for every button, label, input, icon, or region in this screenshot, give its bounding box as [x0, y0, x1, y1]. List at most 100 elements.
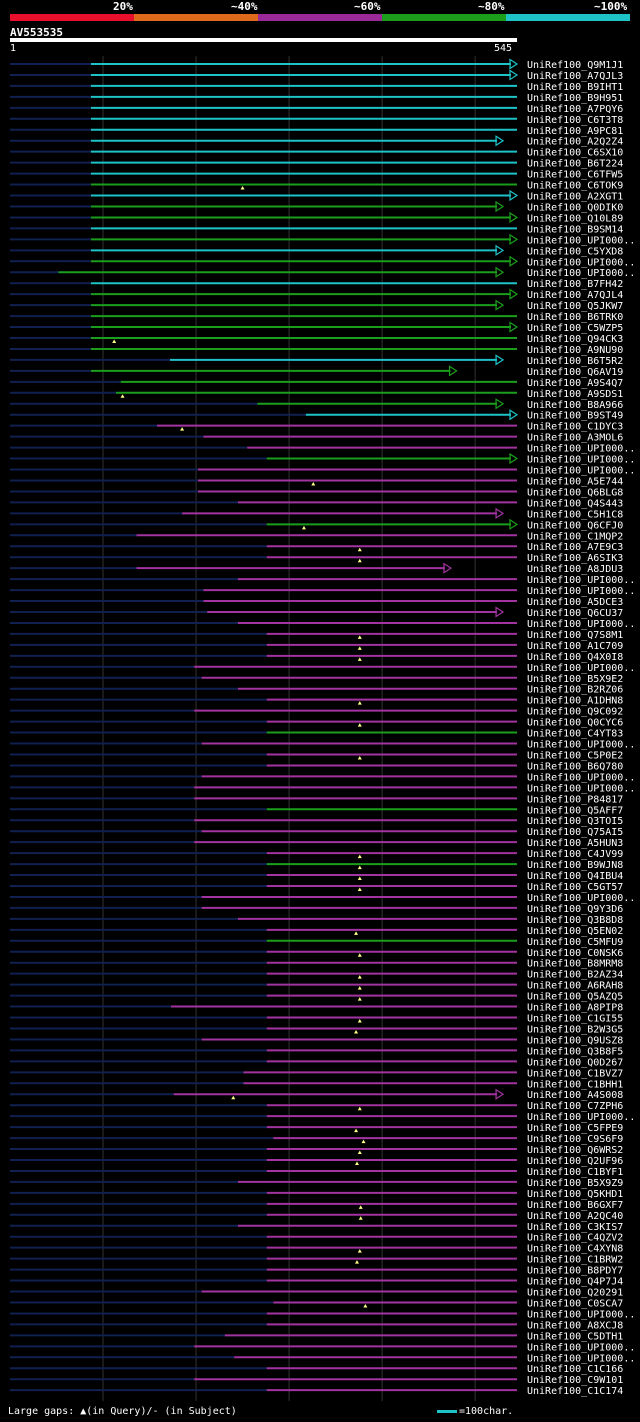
query-gap-marker — [240, 186, 245, 190]
hit-label: UniRef100_B9WJN8 — [527, 860, 623, 871]
legend-label-5: ~100% — [594, 0, 628, 13]
hit-label: UniRef100_Q3TOI5 — [527, 816, 623, 827]
hit-label: UniRef100_A2QC40 — [527, 1211, 623, 1222]
hit-arrow — [495, 266, 505, 278]
query-gap-marker — [357, 558, 362, 563]
query-gap-marker — [357, 975, 362, 979]
legend-seg-3 — [258, 14, 382, 21]
hit-label: UniRef100_UPI000.. — [527, 619, 635, 630]
hit-label: UniRef100_UPI000.. — [527, 444, 635, 455]
hit-label: UniRef100_C4XYN8 — [527, 1244, 623, 1255]
legend-label-2: ~40% — [231, 0, 258, 13]
hit-label: UniRef100_C4JV99 — [527, 849, 623, 860]
query-gap-marker — [357, 701, 362, 705]
hit-label: UniRef100_B9IHT1 — [527, 82, 623, 93]
hit-label: UniRef100_Q3B8F5 — [527, 1046, 623, 1057]
hit-label: UniRef100_C3KIS7 — [527, 1222, 623, 1233]
gaps-legend: Large gaps: ▲(in Query)/- (in Subject) — [8, 1406, 237, 1417]
hit-label: UniRef100_Q10L89 — [527, 213, 623, 224]
query-gap-marker — [357, 635, 362, 639]
hit-label: UniRef100_B6GXF7 — [527, 1200, 623, 1211]
query-gap-marker — [363, 1303, 368, 1308]
hit-label: UniRef100_Q4P7J4 — [527, 1277, 623, 1288]
scale-bar — [437, 1409, 457, 1413]
hit-label: UniRef100_B6Q780 — [527, 761, 623, 772]
hit-label: UniRef100_C0SCA7 — [527, 1298, 623, 1309]
hit-label: UniRef100_Q5KHD1 — [527, 1189, 623, 1200]
hit-label: UniRef100_C5DTH1 — [527, 1331, 623, 1342]
hit-label: UniRef100_UPI000.. — [527, 1112, 635, 1123]
legend-seg-1 — [10, 14, 134, 21]
hit-label: UniRef100_A4S008 — [527, 1090, 623, 1101]
query-gap-marker — [112, 339, 117, 343]
query-gap-marker — [357, 646, 362, 650]
hit-label: UniRef100_Q9M1J1 — [527, 60, 623, 71]
hit-label: UniRef100_B8PDY7 — [527, 1266, 623, 1277]
hit-label: UniRef100_Q75AI5 — [527, 827, 623, 838]
hit-label: UniRef100_B5X9Z9 — [527, 1178, 623, 1189]
hit-label: UniRef100_C5MFU9 — [527, 937, 623, 948]
hit-label: UniRef100_Q5AZQ5 — [527, 992, 623, 1003]
hit-label: UniRef100_C5FPE9 — [527, 1123, 623, 1134]
query-gap-marker — [301, 525, 306, 530]
hit-arrow — [509, 233, 519, 245]
hit-label: UniRef100_B9SM14 — [527, 224, 623, 235]
hit-arrow — [495, 244, 505, 256]
query-gap-marker — [120, 394, 125, 398]
query-gap-marker — [361, 1139, 366, 1144]
query-gap-marker — [357, 1150, 362, 1155]
hit-label: UniRef100_Q2UF96 — [527, 1156, 623, 1167]
query-gap-marker — [357, 547, 362, 552]
query-gap-marker — [357, 953, 362, 957]
hit-label: UniRef100_C1BHH1 — [527, 1079, 623, 1090]
hit-label: UniRef100_B5X9E2 — [527, 674, 623, 685]
query-gap-marker — [231, 1095, 236, 1100]
hit-label: UniRef100_B9H951 — [527, 93, 623, 104]
query-gap-marker — [354, 1128, 359, 1133]
hit-arrow — [509, 58, 519, 70]
query-gap-marker — [357, 887, 362, 891]
hit-label: UniRef100_UPI000.. — [527, 455, 635, 466]
hit-label: UniRef100_A8JDU3 — [527, 564, 623, 575]
hit-label: UniRef100_UPI000.. — [527, 257, 635, 268]
hit-arrow — [509, 69, 519, 81]
hit-label: UniRef100_A3MOL6 — [527, 433, 623, 444]
hit-label: UniRef100_Q3B8D8 — [527, 915, 623, 926]
hit-label: UniRef100_Q6CFJ0 — [527, 520, 623, 531]
hit-label: UniRef100_Q9USZ8 — [527, 1035, 623, 1046]
hit-arrow — [495, 606, 505, 618]
hit-label: UniRef100_A2XGT1 — [527, 192, 623, 203]
identity-legend: 20% ~40% ~60% ~80% ~100% — [0, 0, 640, 22]
hit-label: UniRef100_Q4S443 — [527, 498, 623, 509]
hit-label: UniRef100_A9NU90 — [527, 345, 623, 356]
hit-label: UniRef100_A1DHN8 — [527, 696, 623, 707]
hit-label: UniRef100_A9S4Q7 — [527, 378, 623, 389]
hit-label: UniRef100_C1MQP2 — [527, 531, 623, 542]
hit-label: UniRef100_B2AZ34 — [527, 970, 623, 981]
ruler-start: 1 — [10, 43, 17, 54]
scale-legend: =100char. — [437, 1406, 513, 1417]
hit-label: UniRef100_C5H1C8 — [527, 509, 623, 520]
query-gap-marker — [357, 876, 362, 881]
hit-label: UniRef100_B8A966 — [527, 400, 623, 411]
query-gap-marker — [354, 1029, 359, 1034]
hit-label: UniRef100_A9PC81 — [527, 126, 623, 137]
hit-arrow — [509, 255, 519, 267]
hit-label: UniRef100_A7PQY6 — [527, 104, 623, 115]
hit-label: UniRef100_C5P0E2 — [527, 750, 623, 761]
hit-arrow — [509, 409, 519, 421]
hit-label: UniRef100_A2Q2Z4 — [527, 137, 623, 148]
hit-label: UniRef100_UPI000.. — [527, 268, 635, 279]
query-gap-marker — [357, 755, 362, 760]
scale-label: =100char. — [459, 1406, 514, 1417]
hit-label: UniRef100_A1C709 — [527, 641, 623, 652]
hit-label: UniRef100_Q5EN02 — [527, 926, 623, 937]
hit-arrow — [495, 354, 505, 366]
hit-arrow — [495, 299, 505, 311]
hit-label: UniRef100_A8PIP8 — [527, 1003, 623, 1014]
hit-label: UniRef100_C1C166 — [527, 1364, 623, 1375]
hit-label: UniRef100_C4QZV2 — [527, 1233, 623, 1244]
query-gap-marker — [357, 986, 362, 990]
hit-label: UniRef100_B8MRM8 — [527, 959, 623, 970]
